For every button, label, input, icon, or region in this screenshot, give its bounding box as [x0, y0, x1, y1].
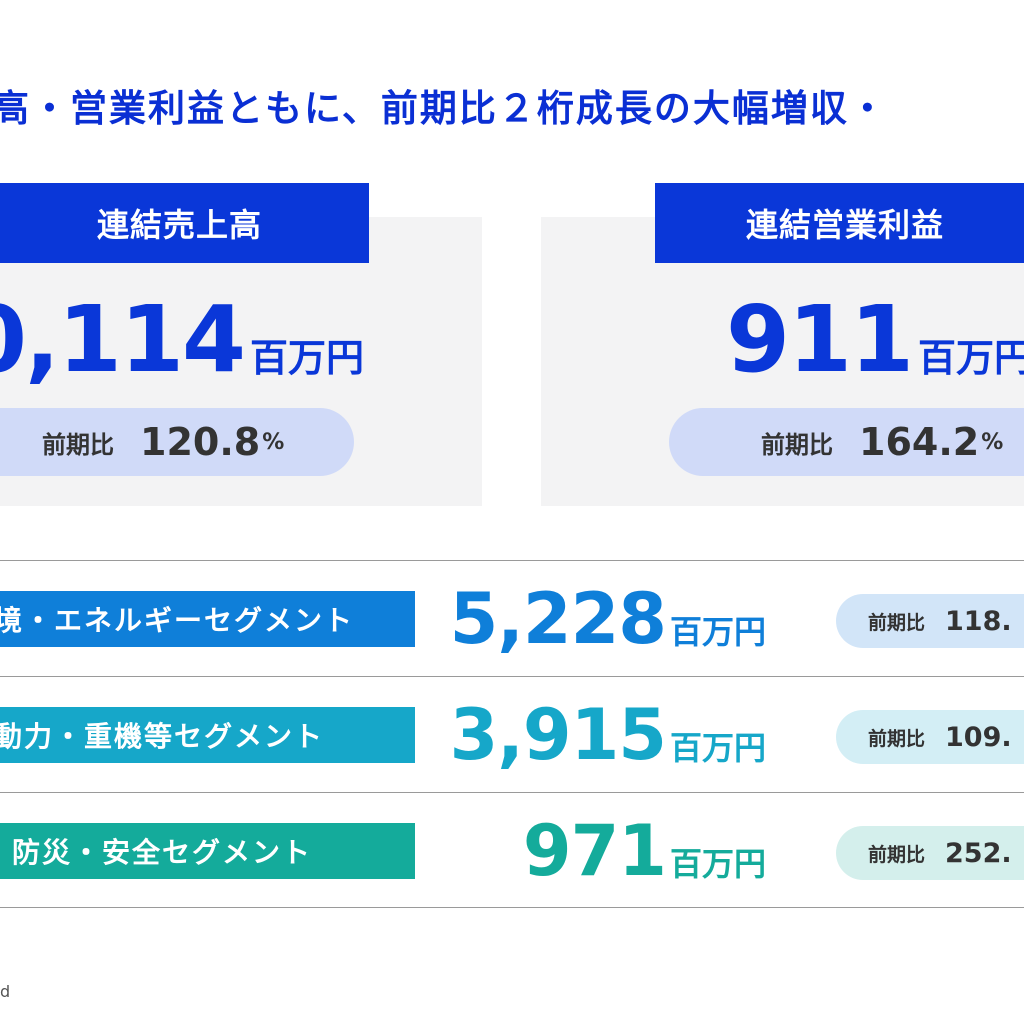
segment-value-number: 3,915: [449, 694, 667, 776]
segment-value-power-heavy-machinery: 3,915 百万円: [450, 694, 766, 776]
segment-label-environment-energy: 境・エネルギーセグメント: [0, 591, 415, 647]
segment-yoy-value: 109.: [945, 721, 1012, 753]
segment-yoy-pill-power-heavy-machinery: 前期比 109.: [836, 710, 1024, 764]
segment-value-unit: 百万円: [669, 613, 766, 651]
segment-yoy-pill-disaster-safety: 前期比 252.: [836, 826, 1024, 880]
sales-yoy-value: 120.8: [140, 420, 261, 464]
segment-label-disaster-safety: 防災・安全セグメント: [0, 823, 415, 879]
operating-profit-value-unit: 百万円: [918, 336, 1024, 380]
segment-yoy-label: 前期比: [868, 727, 926, 750]
segment-yoy-label: 前期比: [868, 611, 926, 634]
segment-yoy-pill-environment-energy: 前期比 118.: [836, 594, 1024, 648]
sales-yoy-pill: 前期比 120.8 %: [0, 408, 354, 476]
segment-value-number: 971: [522, 810, 667, 892]
segment-value-unit: 百万円: [669, 845, 766, 883]
operating-profit-value: 911 百万円: [726, 286, 1024, 393]
segment-divider: [0, 560, 1024, 561]
operating-profit-value-number: 911: [726, 286, 914, 393]
segment-divider: [0, 676, 1024, 677]
segment-value-disaster-safety: 971 百万円: [523, 810, 766, 892]
sales-value: 0,114 百万円: [0, 286, 364, 393]
sales-card-title: 連結売上高: [0, 183, 369, 263]
segment-divider: [0, 907, 1024, 908]
operating-profit-yoy-label: 前期比: [761, 430, 833, 459]
sales-yoy-unit: %: [262, 429, 285, 455]
sales-value-unit: 百万円: [249, 336, 364, 380]
segment-yoy-label: 前期比: [868, 843, 926, 866]
page-headline: 高・営業利益ともに、前期比２桁成長の大幅増収・: [0, 87, 888, 130]
footer-text: d: [0, 982, 11, 1001]
sales-value-number: 0,114: [0, 286, 246, 393]
segment-value-environment-energy: 5,228 百万円: [450, 578, 766, 660]
segment-divider: [0, 792, 1024, 793]
segment-yoy-value: 252.: [945, 837, 1012, 869]
sales-yoy-label: 前期比: [42, 430, 114, 459]
segment-value-unit: 百万円: [669, 729, 766, 767]
segment-value-number: 5,228: [449, 578, 667, 660]
operating-profit-yoy-value: 164.2: [859, 420, 980, 464]
operating-profit-card-title: 連結営業利益: [655, 183, 1024, 263]
operating-profit-yoy-pill: 前期比 164.2 %: [669, 408, 1024, 476]
segment-label-power-heavy-machinery: 動力・重機等セグメント: [0, 707, 415, 763]
segment-yoy-value: 118.: [945, 605, 1012, 637]
operating-profit-yoy-unit: %: [981, 429, 1004, 455]
